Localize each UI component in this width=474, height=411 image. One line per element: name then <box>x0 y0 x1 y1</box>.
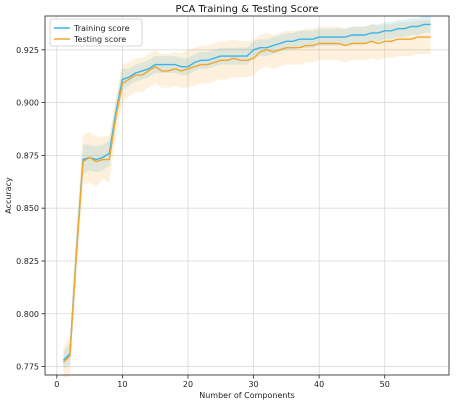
y-tick-label: 0.800 <box>16 310 39 319</box>
y-tick-label: 0.850 <box>16 204 39 213</box>
legend-box <box>49 18 143 47</box>
legend: Training score Testing score <box>49 18 143 47</box>
legend-label-testing: Testing score <box>73 35 126 44</box>
legend-label-training: Training score <box>73 24 130 33</box>
axis-ticks: 0 10 20 30 40 50 0.775 0.800 0.825 0.850 0.875 0.90… <box>16 46 390 389</box>
x-tick-label: 0 <box>54 380 59 389</box>
plot-frame <box>44 15 450 376</box>
confidence-bands <box>63 16 431 378</box>
testing-score-band <box>63 20 431 378</box>
y-tick-label: 0.925 <box>16 46 39 55</box>
testing-score-line <box>62 36 431 363</box>
y-axis-title: Accuracy <box>4 177 13 214</box>
y-tick-label: 0.775 <box>16 363 39 372</box>
x-tick-label: 10 <box>117 380 127 389</box>
y-tick-label: 0.900 <box>16 99 39 108</box>
y-tick-label: 0.825 <box>16 257 39 266</box>
x-tick-label: 40 <box>314 380 324 389</box>
series-lines <box>62 23 431 363</box>
training-score-line <box>62 23 431 361</box>
x-tick-label: 20 <box>183 380 193 389</box>
chart-title: PCA Training & Testing Score <box>176 4 319 15</box>
x-axis-title: Number of Components <box>199 391 295 400</box>
grid <box>45 16 449 375</box>
x-tick-label: 30 <box>248 380 258 389</box>
x-tick-label: 50 <box>380 380 390 389</box>
y-tick-label: 0.875 <box>16 151 39 160</box>
